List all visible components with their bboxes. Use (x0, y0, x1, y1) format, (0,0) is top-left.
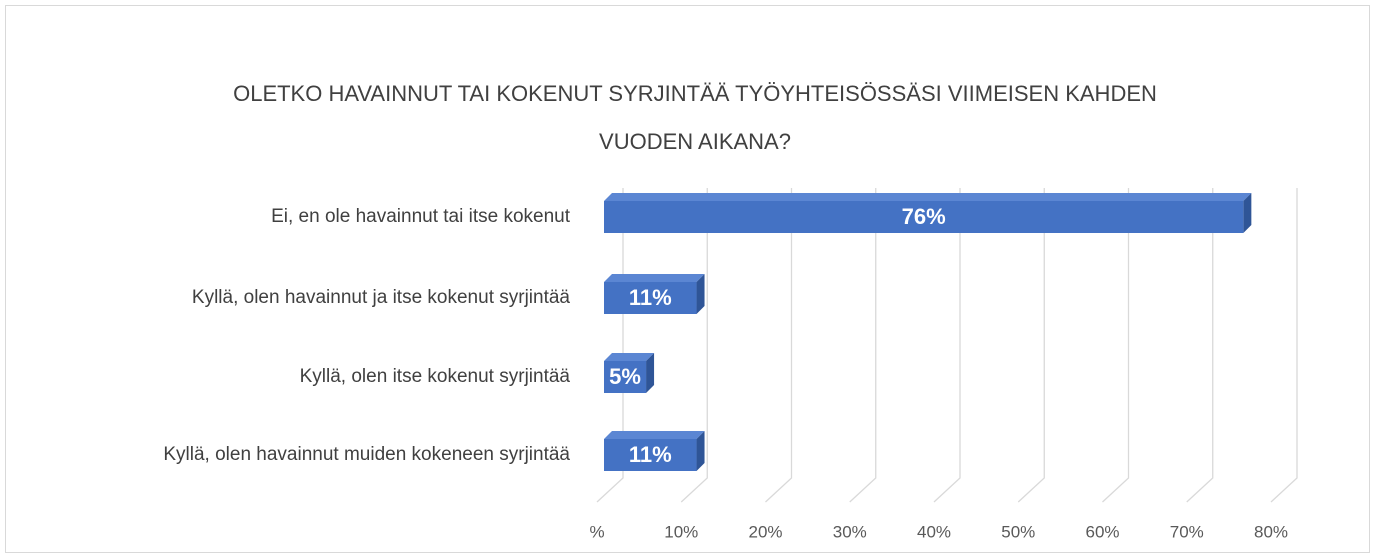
grid-line (1270, 188, 1298, 503)
bar-side (696, 274, 705, 314)
x-tick-label: 30% (833, 522, 867, 541)
x-tick-label: 40% (917, 522, 951, 541)
bar-top (604, 431, 705, 439)
x-tick-label: 20% (748, 522, 782, 541)
category-label: Kyllä, olen havainnut muiden kokeneen sy… (163, 444, 570, 465)
x-tick-label: 80% (1254, 522, 1288, 541)
bar (604, 439, 697, 471)
x-tick-label: 70% (1170, 522, 1204, 541)
bar (604, 201, 1244, 233)
data-label: 11% (629, 442, 672, 467)
data-label: 11% (629, 285, 672, 310)
grid-line (680, 188, 708, 503)
bar-side (646, 353, 655, 393)
chart-title: OLETKO HAVAINNUT TAI KOKENUT SYRJINTÄÄ T… (233, 81, 1157, 154)
bar-top (604, 274, 705, 282)
grid-line (933, 188, 961, 503)
bar-top (604, 353, 655, 361)
x-tick-label: 10% (664, 522, 698, 541)
grid-line (1102, 188, 1130, 503)
bar-top (604, 193, 1252, 201)
category-label: Kyllä, olen itse kokenut syrjintää (300, 366, 571, 387)
grid-line (765, 188, 793, 503)
category-label: Ei, en ole havainnut tai itse kokenut (271, 206, 571, 227)
x-tick-label: % (589, 522, 604, 541)
category-label: Kyllä, olen havainnut ja itse kokenut sy… (192, 287, 571, 308)
grid-line (849, 188, 877, 503)
bar-side (1243, 193, 1252, 233)
bar-side (696, 431, 705, 471)
x-tick-label: 50% (1001, 522, 1035, 541)
grid-line (1186, 188, 1214, 503)
grid-line (1017, 188, 1045, 503)
bar (604, 282, 697, 314)
data-label: 76% (902, 204, 946, 229)
data-label: 5% (609, 364, 641, 389)
bar (604, 361, 647, 393)
x-tick-label: 60% (1085, 522, 1119, 541)
